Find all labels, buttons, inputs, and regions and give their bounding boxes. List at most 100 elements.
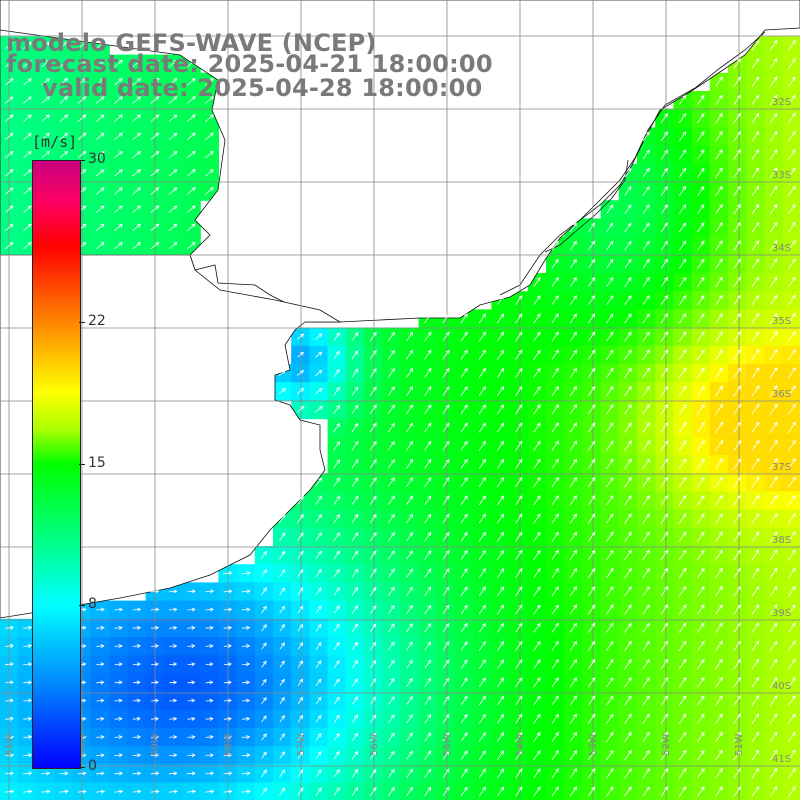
field-cell	[382, 473, 401, 492]
wind-arrow	[168, 96, 178, 104]
field-cell	[509, 509, 529, 529]
field-cell	[618, 546, 638, 565]
field-cell	[418, 364, 438, 383]
wind-arrow	[95, 78, 105, 86]
field-cell	[436, 728, 456, 747]
wind-arrow	[478, 349, 486, 360]
wind-arrow	[678, 476, 687, 488]
wind-arrow	[660, 258, 668, 269]
field-cell	[618, 527, 638, 547]
wind-arrow	[315, 351, 323, 358]
field-cell	[764, 764, 784, 784]
field-cell	[618, 364, 638, 383]
field-cell	[564, 746, 583, 765]
lat-label: 36S	[772, 389, 791, 400]
wind-arrow	[624, 458, 632, 470]
wind-arrow	[642, 349, 650, 360]
wind-arrow	[370, 678, 377, 687]
wind-arrow	[569, 495, 578, 506]
wind-arrow	[442, 440, 450, 451]
wind-arrow	[515, 622, 523, 633]
wind-arrow	[406, 531, 413, 542]
wind-arrow	[168, 205, 178, 213]
wind-arrow	[351, 459, 359, 469]
field-cell	[309, 600, 329, 620]
field-cell	[327, 527, 347, 547]
wind-arrow	[205, 114, 214, 123]
wind-arrow	[733, 331, 742, 342]
field-cell	[691, 655, 711, 674]
wind-arrow	[241, 789, 251, 794]
field-cell	[546, 655, 565, 674]
field-cell	[418, 655, 438, 674]
wind-arrow	[751, 439, 760, 452]
wind-arrow	[624, 531, 632, 542]
field-cell	[691, 254, 711, 274]
wind-arrow	[23, 187, 32, 195]
wind-arrow	[769, 403, 778, 416]
wind-arrow	[660, 640, 669, 652]
field-cell	[673, 236, 693, 256]
field-cell	[709, 546, 729, 565]
field-cell	[728, 254, 747, 274]
field-cell	[618, 728, 638, 747]
field-cell	[746, 327, 765, 347]
wind-arrow	[369, 459, 377, 469]
wind-arrow	[769, 439, 778, 452]
wind-arrow	[150, 789, 160, 794]
field-cell	[127, 200, 147, 219]
wind-arrow	[132, 132, 142, 141]
field-cell	[728, 546, 747, 565]
field-cell	[728, 91, 747, 110]
wind-arrow	[442, 604, 450, 615]
wind-arrow	[478, 367, 486, 378]
field-cell	[655, 273, 674, 292]
land-argentina	[0, 0, 342, 619]
wind-arrow	[278, 514, 286, 523]
field-cell	[582, 473, 602, 492]
wind-arrow	[77, 59, 87, 68]
field-cell	[746, 764, 765, 784]
field-cell	[327, 764, 347, 784]
wind-arrow	[23, 241, 32, 250]
wind-arrow	[787, 403, 796, 416]
wind-arrow	[678, 349, 687, 361]
wind-arrow	[787, 439, 796, 452]
field-cell	[527, 582, 547, 602]
wind-arrow	[169, 625, 178, 630]
wind-arrow	[442, 513, 450, 524]
field-cell	[728, 655, 747, 674]
wind-arrow	[187, 680, 196, 685]
wind-arrow	[551, 586, 559, 597]
field-cell	[309, 582, 329, 602]
field-cell	[655, 418, 674, 438]
field-cell	[582, 418, 602, 438]
wind-arrow	[261, 624, 267, 632]
field-cell	[109, 200, 128, 219]
wind-arrow	[478, 604, 486, 615]
wind-arrow	[424, 677, 432, 687]
wind-arrow	[114, 716, 123, 721]
wind-arrow	[624, 204, 632, 214]
wind-arrow	[41, 78, 51, 86]
wind-arrow	[460, 386, 468, 397]
field-cell	[728, 182, 747, 201]
field-cell	[509, 746, 529, 765]
field-cell	[546, 254, 565, 274]
wind-arrow	[315, 369, 323, 377]
wind-arrow	[606, 658, 614, 670]
wind-arrow	[261, 569, 267, 578]
wind-arrow	[478, 732, 486, 742]
wind-arrow	[787, 767, 796, 779]
field-cell	[527, 618, 547, 638]
field-cell	[327, 637, 347, 656]
field-cell	[327, 418, 347, 438]
wind-arrow	[533, 331, 541, 342]
field-cell	[564, 618, 583, 638]
field-cell	[182, 218, 201, 238]
wind-arrow	[515, 531, 523, 542]
field-cell	[564, 327, 583, 347]
field-cell	[509, 709, 529, 729]
wind-arrow	[5, 114, 14, 122]
field-cell	[746, 564, 765, 583]
